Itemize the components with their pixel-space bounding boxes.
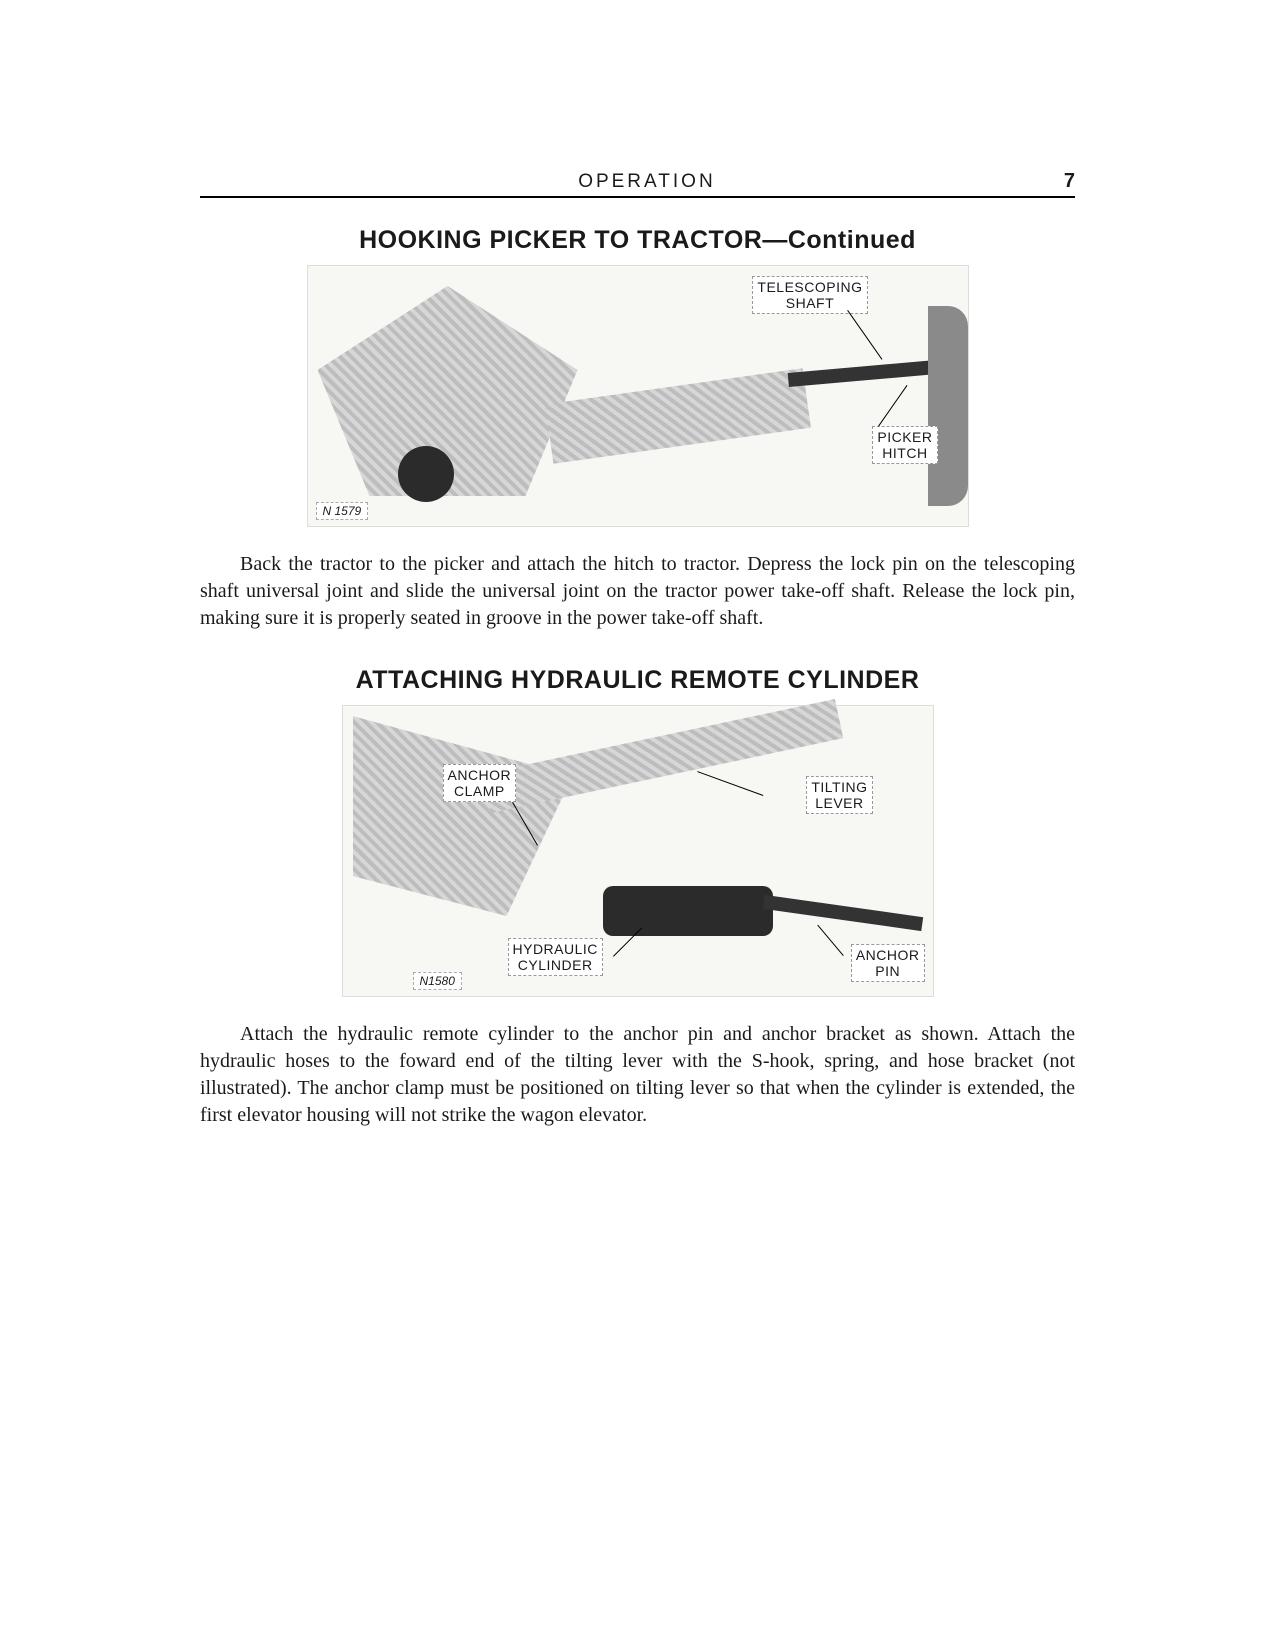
page-number: 7 bbox=[1064, 170, 1075, 193]
figure-ref-1: N 1579 bbox=[316, 502, 369, 520]
label-picker-hitch: PICKER HITCH bbox=[872, 426, 937, 464]
page-header: OPERATION 7 bbox=[200, 170, 1075, 198]
label-anchor-clamp: ANCHOR CLAMP bbox=[443, 764, 517, 802]
figure-picker-hitch: TELESCOPING SHAFT PICKER HITCH N 1579 bbox=[307, 265, 969, 527]
label-hydraulic-cylinder: HYDRAULIC CYLINDER bbox=[508, 938, 603, 976]
label-anchor-pin: ANCHOR PIN bbox=[851, 944, 925, 982]
paragraph-hooking-picker: Back the tractor to the picker and attac… bbox=[200, 551, 1075, 632]
label-telescoping-shaft: TELESCOPING SHAFT bbox=[752, 276, 867, 314]
paragraph-hydraulic-cylinder: Attach the hydraulic remote cylinder to … bbox=[200, 1021, 1075, 1129]
section-label: OPERATION bbox=[230, 171, 1064, 193]
heading-hydraulic-cylinder: ATTACHING HYDRAULIC REMOTE CYLINDER bbox=[200, 666, 1075, 695]
manual-page: OPERATION 7 HOOKING PICKER TO TRACTOR—Co… bbox=[0, 0, 1275, 1229]
heading-hooking-picker: HOOKING PICKER TO TRACTOR—Continued bbox=[200, 226, 1075, 255]
figure-hydraulic-cylinder: ANCHOR CLAMP TILTING LEVER HYDRAULIC CYL… bbox=[342, 705, 934, 997]
label-tilting-lever: TILTING LEVER bbox=[806, 776, 872, 814]
figure-ref-2: N1580 bbox=[413, 972, 462, 990]
